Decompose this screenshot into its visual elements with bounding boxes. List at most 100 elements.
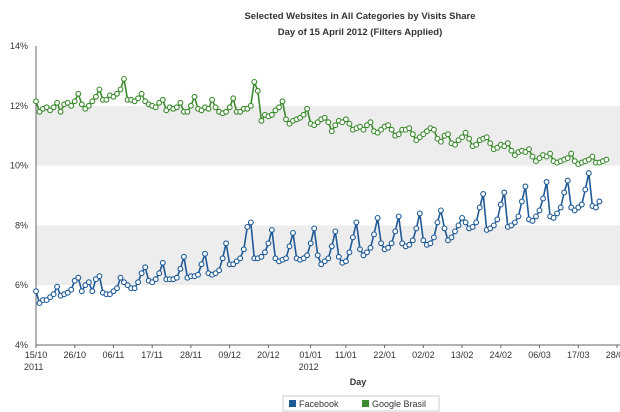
data-point[interactable]	[455, 222, 462, 229]
data-point[interactable]	[564, 177, 571, 184]
data-point[interactable]	[592, 204, 599, 211]
data-point[interactable]	[268, 111, 275, 118]
data-point[interactable]	[420, 131, 427, 138]
data-point[interactable]	[434, 219, 441, 226]
data-point[interactable]	[135, 279, 142, 286]
legend-item[interactable]: Google Brasil	[362, 399, 426, 409]
data-point[interactable]	[349, 234, 356, 241]
data-point[interactable]	[589, 153, 596, 160]
data-point[interactable]	[357, 246, 363, 253]
data-point[interactable]	[353, 219, 360, 226]
data-point[interactable]	[430, 126, 437, 133]
data-point[interactable]	[191, 93, 198, 100]
data-point[interactable]	[452, 228, 458, 235]
data-point[interactable]	[212, 104, 219, 111]
data-point[interactable]	[441, 225, 448, 232]
data-point[interactable]	[413, 225, 420, 232]
data-point[interactable]	[564, 155, 571, 162]
data-point[interactable]	[596, 198, 603, 205]
data-point[interactable]	[483, 134, 490, 141]
data-point[interactable]	[536, 207, 543, 214]
data-point[interactable]	[314, 252, 321, 259]
data-point[interactable]	[251, 78, 258, 85]
data-point[interactable]	[300, 111, 307, 118]
data-point[interactable]	[159, 259, 166, 266]
data-point[interactable]	[177, 265, 184, 272]
data-point[interactable]	[529, 153, 536, 160]
data-point[interactable]	[547, 150, 554, 157]
data-point[interactable]	[142, 264, 149, 271]
data-point[interactable]	[448, 234, 455, 241]
data-point[interactable]	[385, 244, 392, 251]
data-point[interactable]	[367, 244, 374, 251]
data-point[interactable]	[304, 105, 311, 112]
data-point[interactable]	[283, 116, 289, 123]
data-point[interactable]	[75, 90, 82, 97]
data-point[interactable]	[159, 96, 166, 103]
data-point[interactable]	[216, 267, 223, 274]
data-point[interactable]	[406, 241, 413, 248]
data-point[interactable]	[364, 249, 370, 256]
data-point[interactable]	[50, 291, 57, 298]
data-point[interactable]	[89, 288, 96, 295]
legend-item[interactable]: Facebook	[289, 399, 339, 409]
data-point[interactable]	[388, 240, 395, 247]
data-point[interactable]	[346, 120, 353, 127]
data-point[interactable]	[437, 138, 444, 145]
data-point[interactable]	[240, 246, 247, 253]
data-point[interactable]	[89, 98, 96, 105]
data-point[interactable]	[265, 240, 272, 247]
data-point[interactable]	[85, 102, 92, 109]
data-point[interactable]	[68, 102, 75, 109]
data-point[interactable]	[543, 179, 550, 185]
data-point[interactable]	[582, 186, 589, 193]
data-point[interactable]	[78, 101, 85, 108]
data-point[interactable]	[540, 195, 547, 202]
data-point[interactable]	[311, 225, 318, 232]
data-point[interactable]	[515, 213, 522, 220]
data-point[interactable]	[114, 285, 120, 292]
data-point[interactable]	[409, 237, 416, 244]
data-point[interactable]	[184, 108, 191, 115]
data-point[interactable]	[276, 104, 282, 111]
data-point[interactable]	[508, 147, 515, 154]
data-point[interactable]	[603, 156, 610, 163]
data-point[interactable]	[283, 255, 289, 262]
data-point[interactable]	[487, 140, 494, 147]
data-point[interactable]	[332, 122, 339, 129]
data-point[interactable]	[75, 274, 82, 281]
data-point[interactable]	[445, 131, 451, 138]
data-point[interactable]	[321, 258, 328, 265]
data-point[interactable]	[328, 128, 335, 135]
data-point[interactable]	[557, 204, 564, 211]
data-point[interactable]	[286, 243, 293, 250]
data-point[interactable]	[459, 134, 466, 141]
data-point[interactable]	[497, 201, 504, 208]
data-point[interactable]	[121, 279, 127, 286]
data-point[interactable]	[177, 99, 184, 106]
data-point[interactable]	[529, 217, 536, 224]
data-point[interactable]	[103, 96, 110, 103]
data-point[interactable]	[258, 117, 265, 124]
data-point[interactable]	[374, 214, 381, 221]
data-point[interactable]	[96, 86, 103, 93]
data-point[interactable]	[96, 273, 103, 280]
data-point[interactable]	[568, 150, 575, 157]
data-point[interactable]	[202, 250, 208, 257]
data-point[interactable]	[462, 219, 469, 226]
data-point[interactable]	[420, 237, 427, 244]
data-point[interactable]	[71, 277, 78, 284]
data-point[interactable]	[518, 198, 525, 205]
data-point[interactable]	[173, 104, 180, 111]
data-point[interactable]	[367, 119, 374, 126]
data-point[interactable]	[223, 240, 230, 247]
data-point[interactable]	[526, 146, 532, 153]
data-point[interactable]	[469, 223, 476, 230]
data-point[interactable]	[54, 283, 61, 290]
data-point[interactable]	[254, 87, 261, 94]
data-point[interactable]	[54, 99, 61, 106]
data-point[interactable]	[268, 226, 275, 233]
data-point[interactable]	[258, 253, 265, 260]
data-point[interactable]	[332, 228, 339, 235]
data-point[interactable]	[585, 156, 592, 163]
